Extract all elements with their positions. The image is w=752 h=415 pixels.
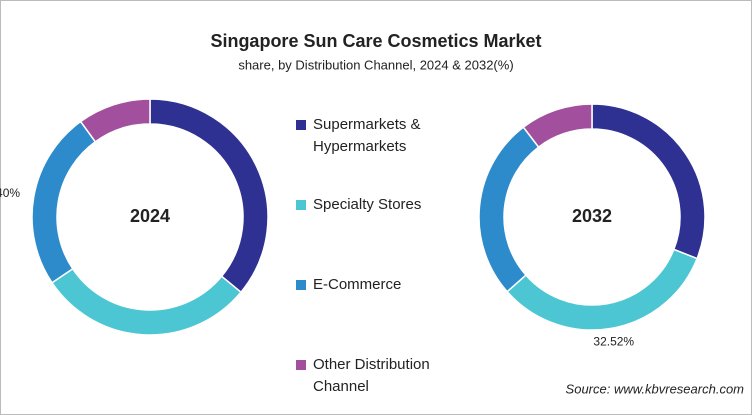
donut-segment: [506, 248, 699, 331]
legend-swatch: [296, 280, 306, 290]
chart-subtitle: share, by Distribution Channel, 2024 & 2…: [238, 57, 513, 72]
legend-item: E-Commerce: [296, 274, 446, 296]
source: Source: www.kbvresearch.com: [566, 381, 745, 396]
donut-segment: [478, 126, 540, 293]
legend-item: Other Distribution Channel: [296, 354, 446, 398]
legend-item: Specialty Stores: [296, 194, 446, 216]
value-label: 24.40%: [0, 186, 20, 200]
donut-segment: [591, 103, 706, 260]
legend-item: Supermarkets & Hypermarkets: [296, 114, 446, 158]
legend-label: Supermarkets & Hypermarkets: [313, 116, 421, 155]
donut-segment: [522, 103, 593, 149]
legend-label: Other Distribution Channel: [313, 356, 430, 395]
legend-swatch: [296, 120, 306, 130]
value-label: 32.52%: [593, 334, 634, 348]
legend-label: E-Commerce: [313, 276, 402, 293]
legend-swatch: [296, 200, 306, 210]
donut-segment: [79, 98, 151, 143]
center-label: 2032: [572, 206, 612, 226]
center-label: 2024: [130, 206, 170, 226]
chart-title: Singapore Sun Care Cosmetics Market: [210, 31, 541, 51]
donut-segment: [149, 98, 269, 294]
donut-segment: [31, 120, 97, 284]
legend-swatch: [296, 360, 306, 370]
donut-segment: [50, 267, 242, 336]
legend-label: Specialty Stores: [313, 196, 422, 213]
